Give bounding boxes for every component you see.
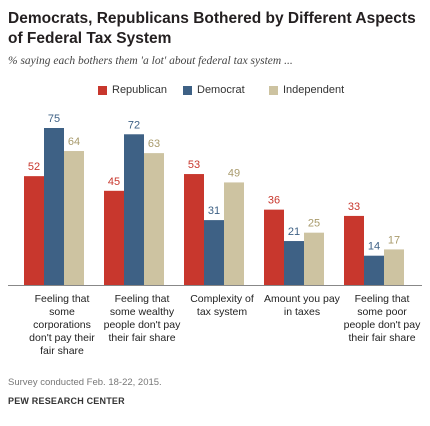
data-label: 25 [308,218,320,230]
bar-republican [184,174,204,285]
bar-republican [344,215,364,285]
bar-democrat [204,220,224,285]
bar-democrat [124,134,144,285]
bar-republican [264,209,284,285]
category-label: Feeling that some wealthy people don't p… [103,293,181,344]
bar-republican [24,176,44,285]
source-credit: PEW RESEARCH CENTER [8,396,125,406]
data-label: 63 [148,138,160,150]
legend-label-republican: Republican [112,84,168,96]
data-label: 33 [348,201,360,213]
bar-group: 45 72 63 [104,119,164,285]
bar-independent [64,151,84,285]
chart-subtitle: % saying each bothers them 'a lot' about… [8,55,293,67]
legend: Republican Democrat Independent [0,84,430,100]
bar-independent [144,153,164,285]
category-label: Amount you pay in taxes [264,293,340,318]
data-label: 36 [268,195,280,207]
legend-item-democrat: Democrat [183,84,245,96]
bar-republican [104,190,124,285]
category-label: Feeling that some poor people don't pay … [343,293,421,344]
data-label: 31 [208,205,220,217]
data-label: 75 [48,113,60,125]
data-label: 45 [108,176,120,188]
bar-chart: 52 75 64 45 72 63 53 31 49 36 21 25 33 14 17 [8,113,422,286]
bar-group: 52 75 64 [24,113,84,285]
legend-label-democrat: Democrat [197,84,245,96]
category-label: Complexity of tax system [190,293,254,318]
data-label: 53 [188,159,200,171]
bar-independent [224,182,244,285]
data-label: 64 [68,136,80,148]
survey-note: Survey conducted Feb. 18-22, 2015. [8,377,162,388]
legend-item-independent: Independent [269,84,344,96]
data-label: 49 [228,167,240,179]
data-label: 72 [128,119,140,131]
data-label: 17 [388,234,400,246]
legend-swatch-independent [269,85,278,95]
legend-swatch-republican [98,85,107,95]
data-label: 52 [28,161,40,173]
bar-group: 53 31 49 [184,159,244,285]
bar-democrat [44,128,64,285]
bar-independent [304,232,324,285]
chart-title: Democrats, Republicans Bothered by Diffe… [8,10,416,47]
bar-group: 36 21 25 [264,195,324,285]
legend-item-republican: Republican [98,84,167,96]
bar-democrat [364,255,384,285]
data-label: 21 [288,226,300,238]
category-label: Feeling that some corporations don't pay… [29,293,95,357]
bar-group: 33 14 17 [344,201,404,285]
bar-independent [384,249,404,285]
legend-label-independent: Independent [283,84,345,96]
data-label: 14 [368,241,380,253]
legend-swatch-democrat [183,85,192,95]
bar-democrat [284,241,304,285]
